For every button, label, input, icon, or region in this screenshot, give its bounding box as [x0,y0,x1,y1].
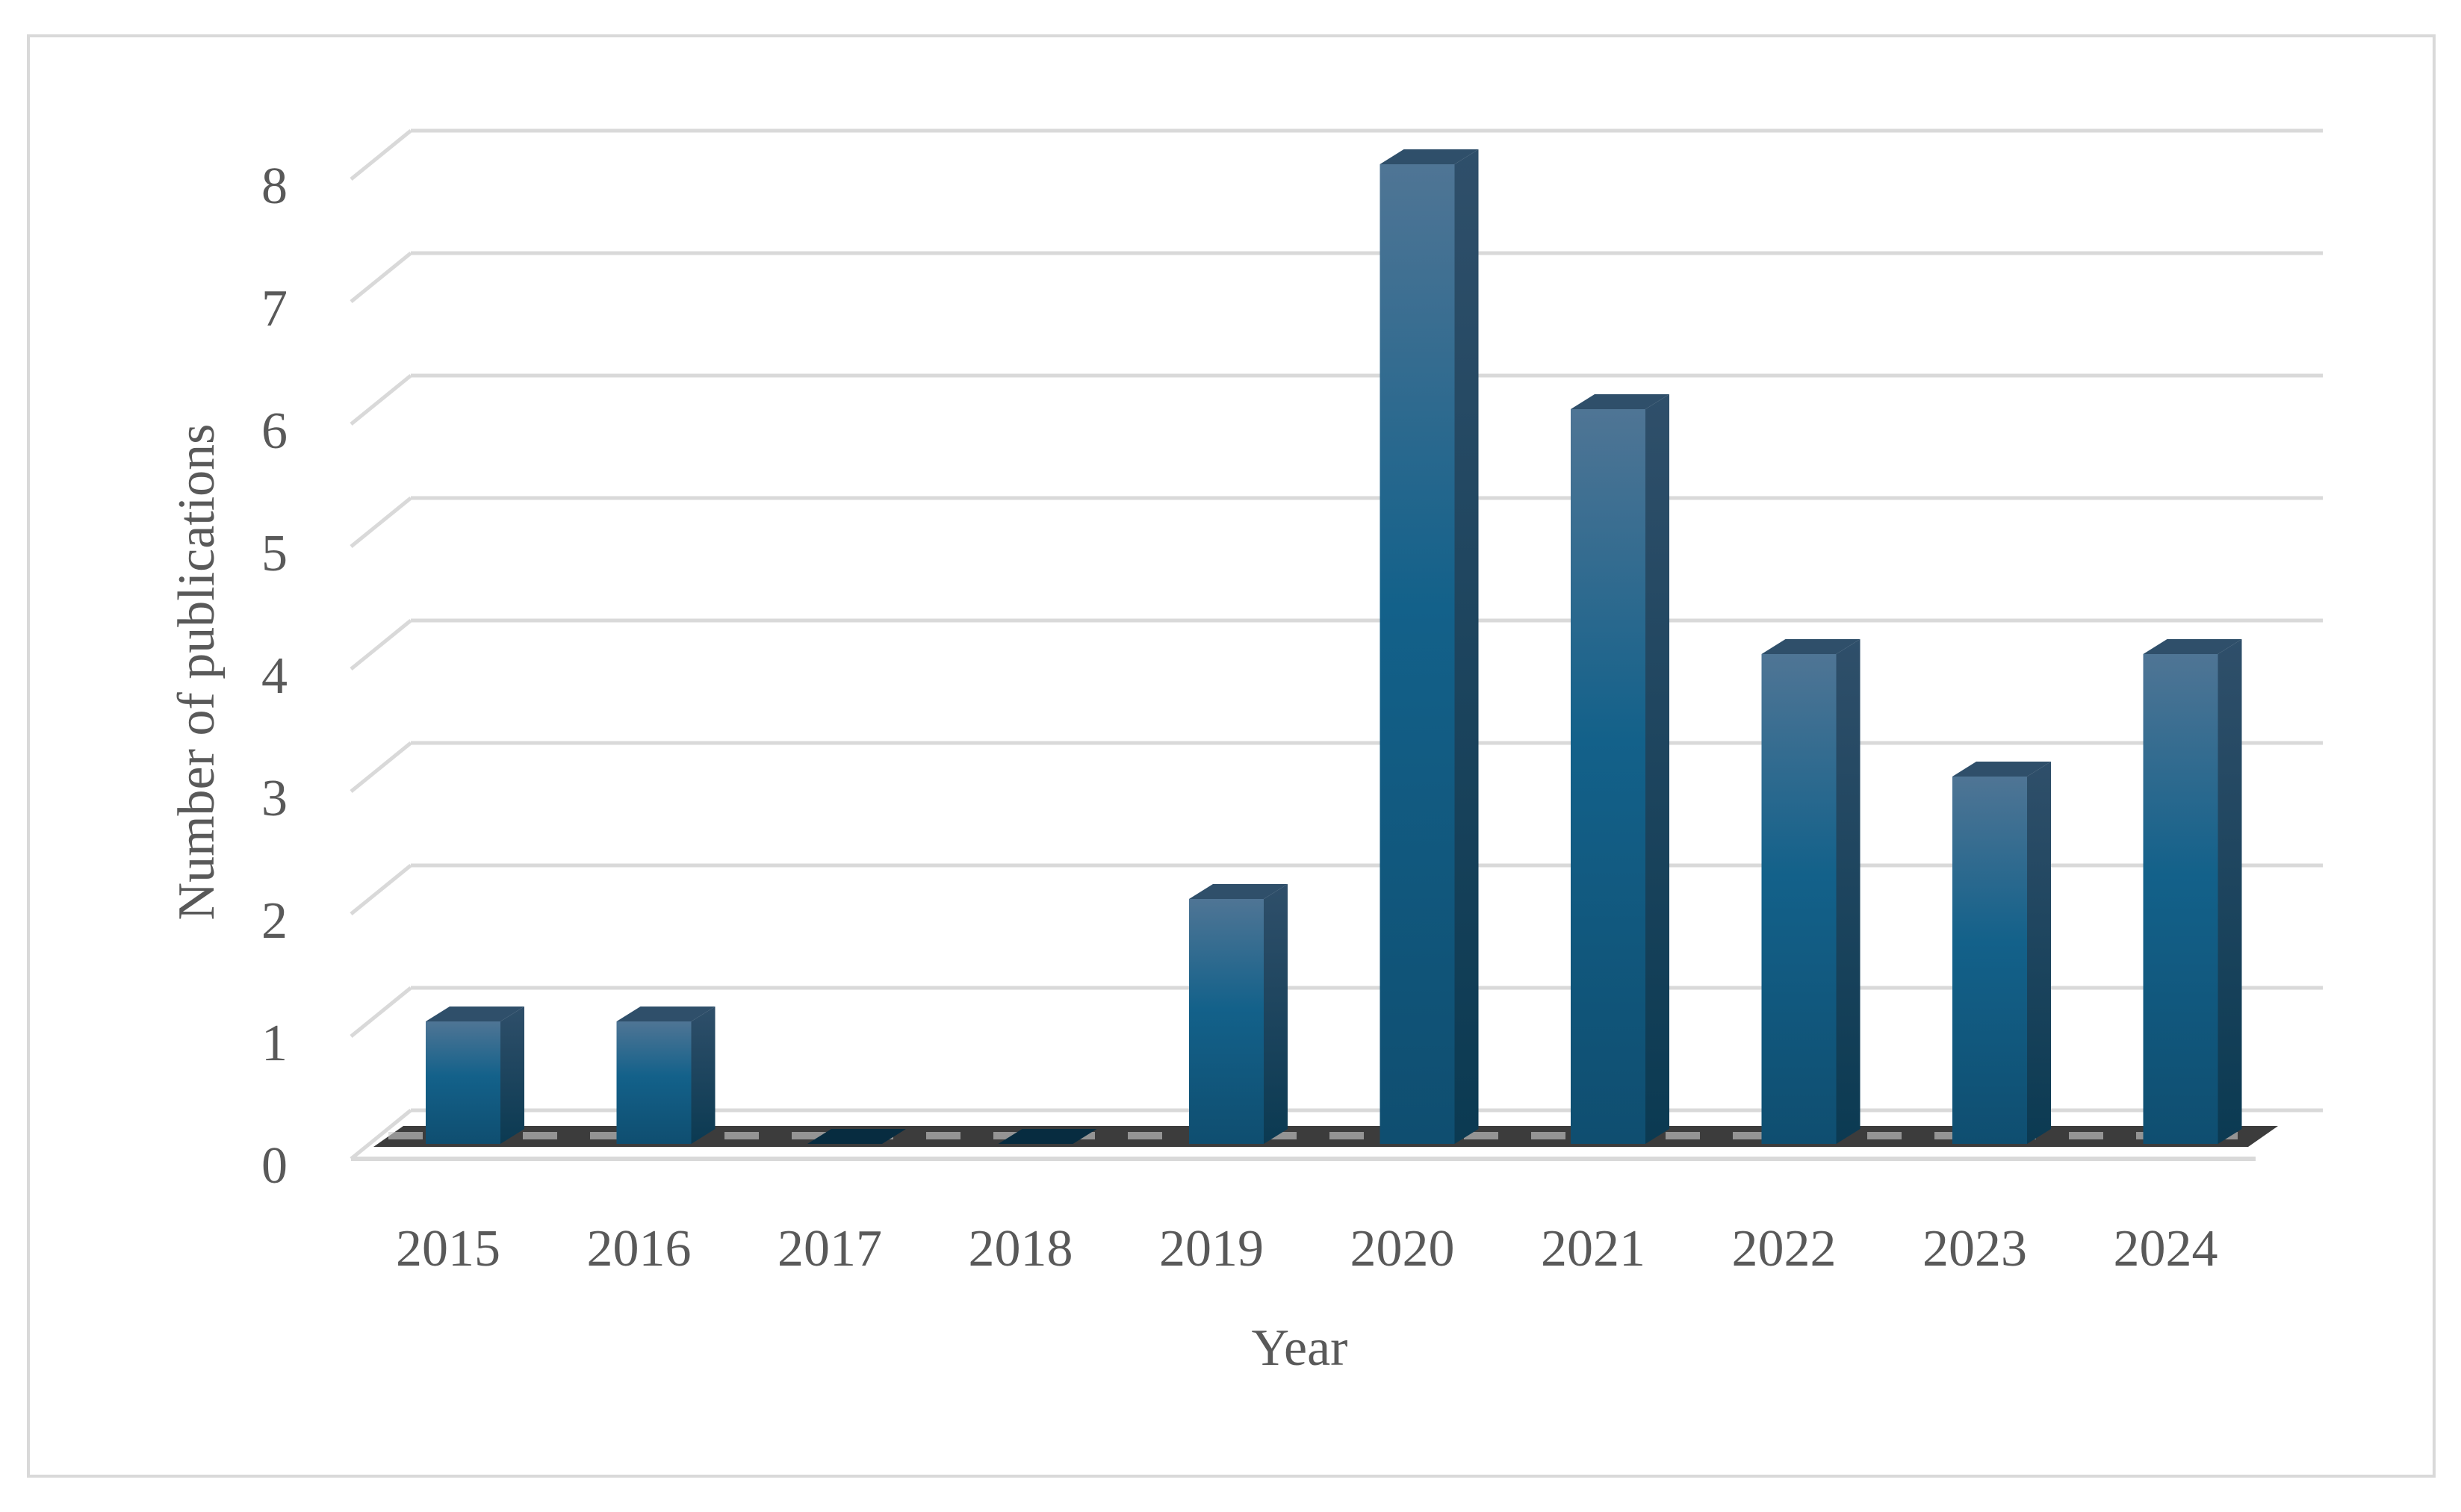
gridline-diagonal [350,1109,412,1160]
x-axis-title: Year [1252,1319,1348,1377]
y-tick-label: 8 [261,158,288,215]
bar-top [1189,884,1288,899]
x-tick-label: 2022 [1732,1220,1837,1278]
gridline-diagonal [350,986,412,1038]
bar-side [1264,884,1288,1144]
bar-side [2218,639,2242,1144]
bar-top [1571,394,1669,409]
x-tick-label: 2016 [587,1220,692,1278]
gridline-diagonal [350,741,412,793]
y-axis-ticks: 0 1 2 3 4 5 6 7 8 [261,158,288,1195]
bar-2024 [2143,639,2242,1144]
bar-top [998,1129,1097,1144]
bar-2016 [616,1007,716,1144]
bar-front [1761,654,1837,1144]
bar-side [1836,639,1861,1144]
bar-front [1189,899,1264,1144]
bar-2019 [1189,884,1288,1144]
y-axis-title: Number of publications [168,424,226,921]
bar-top [426,1007,524,1021]
bar-2023 [1952,762,2051,1144]
bars [426,149,2242,1144]
bar-side [2027,762,2051,1144]
x-tick-label: 2018 [969,1220,1073,1278]
bar-side [691,1007,716,1144]
bar-top [807,1129,906,1144]
y-tick-label: 1 [261,1015,288,1072]
bar-side [1454,149,1479,1144]
bar-front [1952,777,2027,1144]
bar-2021 [1571,394,1669,1144]
bar-2020 [1380,149,1479,1144]
bar-front [2143,654,2218,1144]
y-tick-label: 5 [261,525,288,582]
gridline-diagonal [350,864,412,915]
bar-front [426,1021,500,1144]
bar-side [1645,394,1669,1144]
x-tick-label: 2019 [1159,1220,1264,1278]
bar-top [1952,762,2051,777]
y-tick-label: 0 [261,1137,288,1195]
bar-front [1380,164,1455,1144]
gridline-diagonal [350,129,412,181]
y-tick-label: 2 [261,892,288,950]
x-tick-label: 2017 [778,1220,882,1278]
bar-2018 [998,1129,1097,1144]
x-axis-ticks: 2015 2016 2017 2018 2019 2020 2021 2022 2023 2024 [396,1220,2218,1278]
x-tick-label: 2020 [1350,1220,1455,1278]
bar-top [2143,639,2242,654]
y-tick-label: 7 [261,280,288,337]
bar-top [1380,149,1479,164]
x-tick-label: 2024 [2114,1220,2218,1278]
y-tick-label: 3 [261,770,288,827]
gridline-diagonal [350,252,412,303]
chart-frame [27,34,2436,1478]
x-tick-label: 2021 [1541,1220,1645,1278]
x-tick-label: 2023 [1922,1220,2027,1278]
bar-top [616,1007,716,1021]
bar-front [1571,409,1645,1144]
bar-top [1761,639,1861,654]
gridline-diagonal [350,619,412,671]
gridline-diagonal [350,374,412,426]
bar-front [616,1021,692,1144]
x-tick-label: 2015 [396,1220,500,1278]
bar-side [500,1007,524,1144]
bar-2017 [807,1129,906,1144]
y-tick-label: 4 [261,647,288,705]
gridline-diagonal [350,497,412,548]
y-tick-label: 6 [261,402,288,460]
bar-2015 [426,1007,524,1144]
bar-2022 [1761,639,1861,1144]
